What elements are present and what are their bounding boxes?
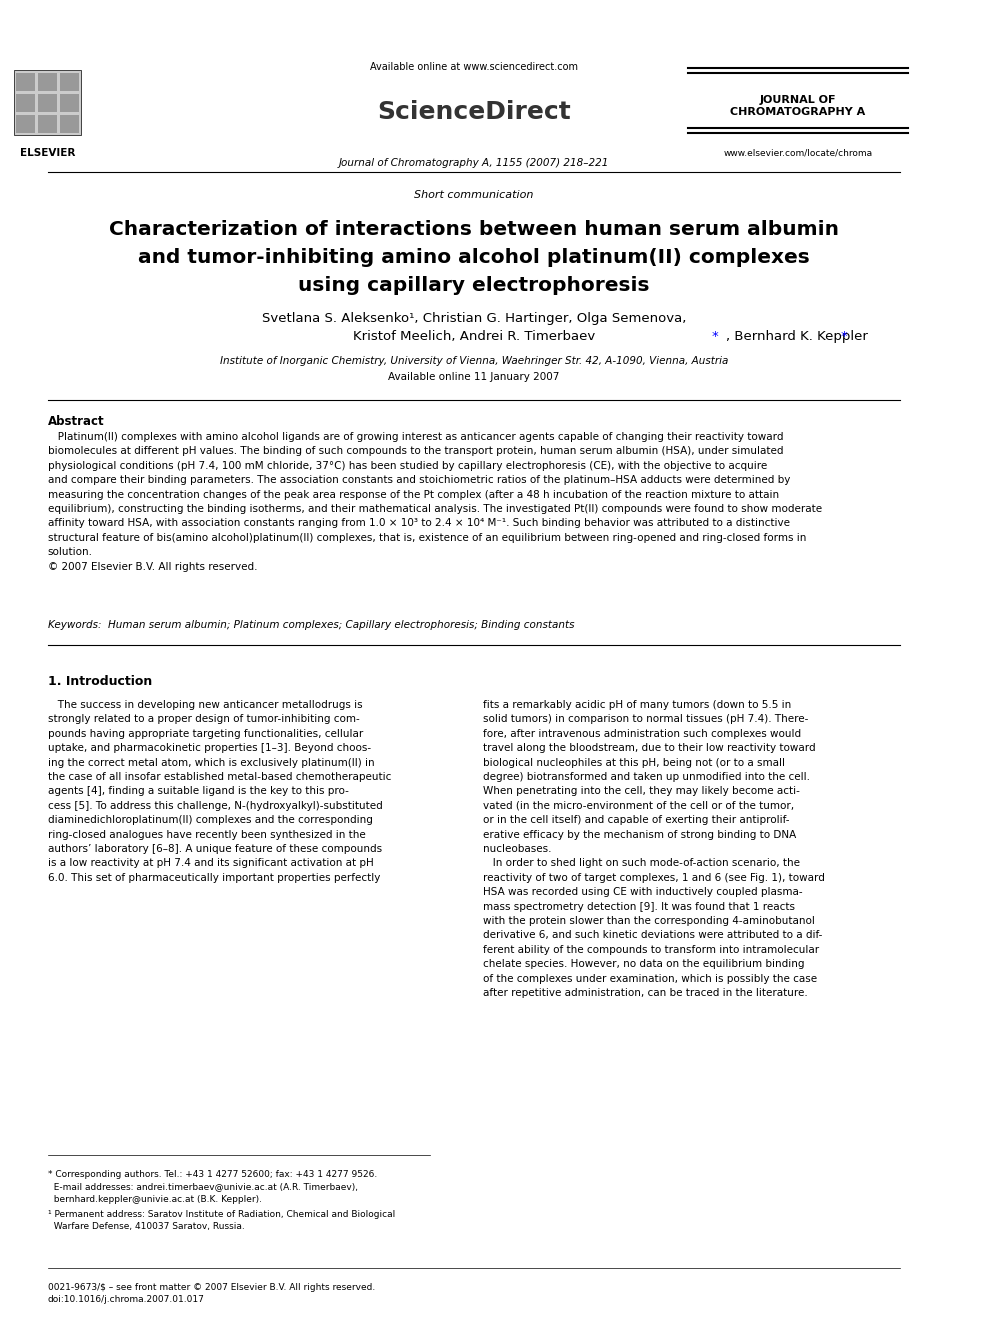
- FancyBboxPatch shape: [16, 94, 36, 112]
- FancyBboxPatch shape: [39, 73, 58, 91]
- FancyBboxPatch shape: [61, 115, 79, 134]
- Text: Available online at www.sciencedirect.com: Available online at www.sciencedirect.co…: [370, 62, 578, 71]
- Text: JOURNAL OF
CHROMATOGRAPHY A: JOURNAL OF CHROMATOGRAPHY A: [730, 95, 866, 118]
- Text: using capillary electrophoresis: using capillary electrophoresis: [299, 277, 650, 295]
- FancyBboxPatch shape: [16, 115, 36, 134]
- Text: 1. Introduction: 1. Introduction: [48, 675, 152, 688]
- Text: Journal of Chromatography A, 1155 (2007) 218–221: Journal of Chromatography A, 1155 (2007)…: [339, 157, 609, 168]
- Text: * Corresponding authors. Tel.: +43 1 4277 52600; fax: +43 1 4277 9526.
  E-mail : * Corresponding authors. Tel.: +43 1 427…: [48, 1170, 377, 1204]
- Text: Available online 11 January 2007: Available online 11 January 2007: [388, 372, 559, 382]
- Text: Short communication: Short communication: [415, 191, 534, 200]
- Text: Svetlana S. Aleksenko¹, Christian G. Hartinger, Olga Semenova,: Svetlana S. Aleksenko¹, Christian G. Har…: [262, 312, 686, 325]
- Text: ¹ Permanent address: Saratov Institute of Radiation, Chemical and Biological
  W: ¹ Permanent address: Saratov Institute o…: [48, 1211, 395, 1232]
- Text: , Bernhard K. Keppler: , Bernhard K. Keppler: [726, 329, 868, 343]
- FancyBboxPatch shape: [16, 73, 36, 91]
- Text: fits a remarkably acidic pH of many tumors (down to 5.5 in
solid tumors) in comp: fits a remarkably acidic pH of many tumo…: [482, 700, 824, 998]
- FancyBboxPatch shape: [39, 115, 58, 134]
- Text: and tumor-inhibiting amino alcohol platinum(II) complexes: and tumor-inhibiting amino alcohol plati…: [138, 247, 809, 267]
- Text: The success in developing new anticancer metallodrugs is
strongly related to a p: The success in developing new anticancer…: [48, 700, 391, 882]
- FancyBboxPatch shape: [14, 70, 81, 135]
- Text: www.elsevier.com/locate/chroma: www.elsevier.com/locate/chroma: [723, 148, 872, 157]
- Text: 0021-9673/$ – see front matter © 2007 Elsevier B.V. All rights reserved.
doi:10.: 0021-9673/$ – see front matter © 2007 El…: [48, 1283, 375, 1304]
- FancyBboxPatch shape: [61, 94, 79, 112]
- Text: ELSEVIER: ELSEVIER: [20, 148, 75, 157]
- Text: Platinum(II) complexes with amino alcohol ligands are of growing interest as ant: Platinum(II) complexes with amino alcoho…: [48, 433, 822, 572]
- Text: Characterization of interactions between human serum albumin: Characterization of interactions between…: [109, 220, 839, 239]
- Text: Keywords:  Human serum albumin; Platinum complexes; Capillary electrophoresis; B: Keywords: Human serum albumin; Platinum …: [48, 620, 574, 630]
- Text: Abstract: Abstract: [48, 415, 104, 429]
- Text: *: *: [712, 329, 718, 343]
- Text: Institute of Inorganic Chemistry, University of Vienna, Waehringer Str. 42, A-10: Institute of Inorganic Chemistry, Univer…: [220, 356, 728, 366]
- Text: *: *: [841, 329, 847, 343]
- FancyBboxPatch shape: [39, 94, 58, 112]
- Text: ScienceDirect: ScienceDirect: [377, 101, 570, 124]
- Text: Kristof Meelich, Andrei R. Timerbaev: Kristof Meelich, Andrei R. Timerbaev: [353, 329, 595, 343]
- FancyBboxPatch shape: [61, 73, 79, 91]
